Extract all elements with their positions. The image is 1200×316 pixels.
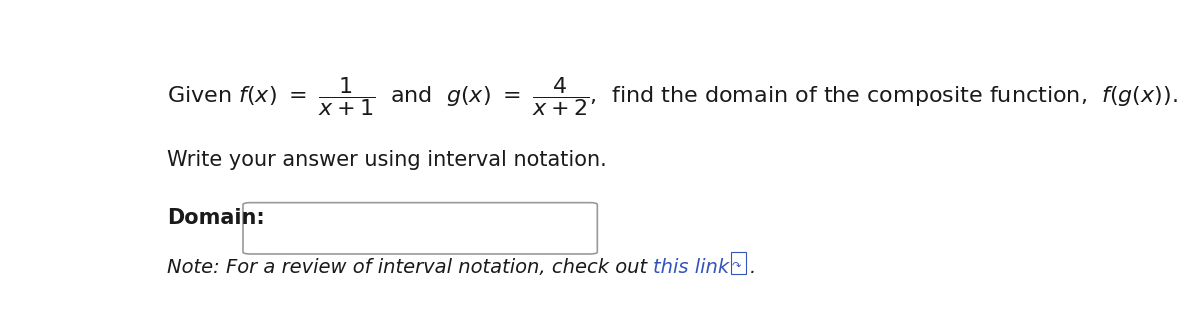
Text: this link: this link <box>653 258 730 277</box>
Text: Note: For a review of interval notation, check out: Note: For a review of interval notation,… <box>167 258 653 277</box>
Text: .: . <box>750 258 756 277</box>
Text: Given $f(x)\ =\ \dfrac{1}{x+1}$  and  $g(x)\ =\ \dfrac{4}{x+2}$,  find the domai: Given $f(x)\ =\ \dfrac{1}{x+1}$ and $g(x… <box>167 75 1177 118</box>
Text: Domain:: Domain: <box>167 208 264 228</box>
FancyBboxPatch shape <box>731 252 746 274</box>
FancyBboxPatch shape <box>242 203 598 254</box>
Text: ↷: ↷ <box>732 260 742 270</box>
Text: Write your answer using interval notation.: Write your answer using interval notatio… <box>167 149 606 170</box>
